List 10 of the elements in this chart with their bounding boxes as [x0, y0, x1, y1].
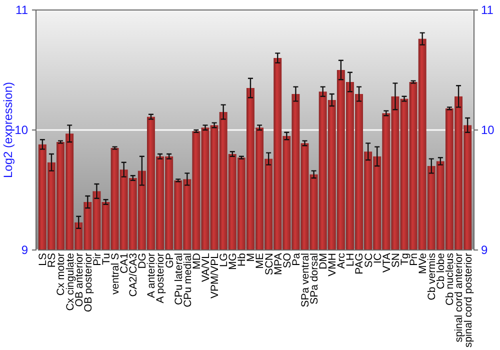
- y-axis-title: Log2 (expression): [1, 82, 15, 178]
- x-tick-label: MVe: [417, 252, 430, 274]
- y-tick-label: 9: [21, 242, 28, 257]
- x-tick-label: DG: [136, 253, 149, 269]
- y2-tick-label: 11: [481, 2, 494, 17]
- y-tick-label: 11: [16, 2, 28, 17]
- y2-tick-label: 9: [481, 242, 488, 257]
- y2-tick-label: 10: [481, 122, 495, 137]
- y-tick-label: 10: [14, 122, 28, 137]
- x-tick-label: RS: [46, 253, 58, 268]
